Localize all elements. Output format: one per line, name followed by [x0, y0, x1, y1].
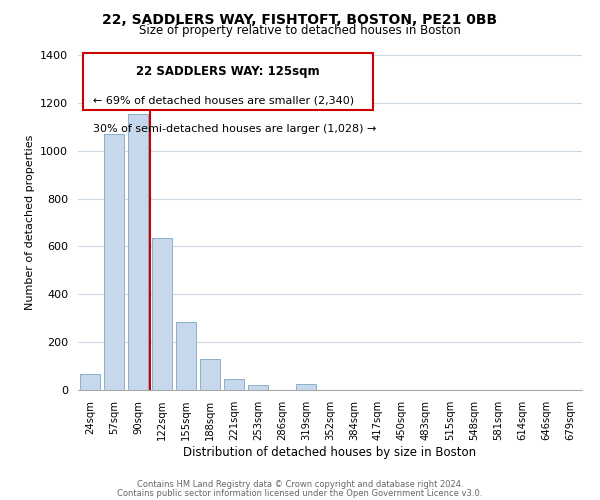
Bar	[128, 114, 148, 390]
Text: Size of property relative to detached houses in Boston: Size of property relative to detached ho…	[139, 24, 461, 37]
Text: ← 69% of detached houses are smaller (2,340): ← 69% of detached houses are smaller (2,…	[93, 95, 354, 105]
Text: 22, SADDLERS WAY, FISHTOFT, BOSTON, PE21 0BB: 22, SADDLERS WAY, FISHTOFT, BOSTON, PE21…	[103, 12, 497, 26]
Bar	[176, 322, 196, 390]
Text: 30% of semi-detached houses are larger (1,028) →: 30% of semi-detached houses are larger (…	[93, 124, 376, 134]
Bar	[200, 359, 220, 390]
Text: Contains HM Land Registry data © Crown copyright and database right 2024.: Contains HM Land Registry data © Crown c…	[137, 480, 463, 489]
Bar	[296, 384, 316, 390]
Bar	[80, 374, 100, 390]
Bar	[224, 378, 244, 390]
Bar	[248, 385, 268, 390]
Bar	[152, 238, 172, 390]
Text: 22 SADDLERS WAY: 125sqm: 22 SADDLERS WAY: 125sqm	[136, 65, 320, 78]
Text: Contains public sector information licensed under the Open Government Licence v3: Contains public sector information licen…	[118, 488, 482, 498]
Y-axis label: Number of detached properties: Number of detached properties	[25, 135, 35, 310]
Bar	[104, 134, 124, 390]
X-axis label: Distribution of detached houses by size in Boston: Distribution of detached houses by size …	[184, 446, 476, 458]
FancyBboxPatch shape	[83, 54, 373, 110]
